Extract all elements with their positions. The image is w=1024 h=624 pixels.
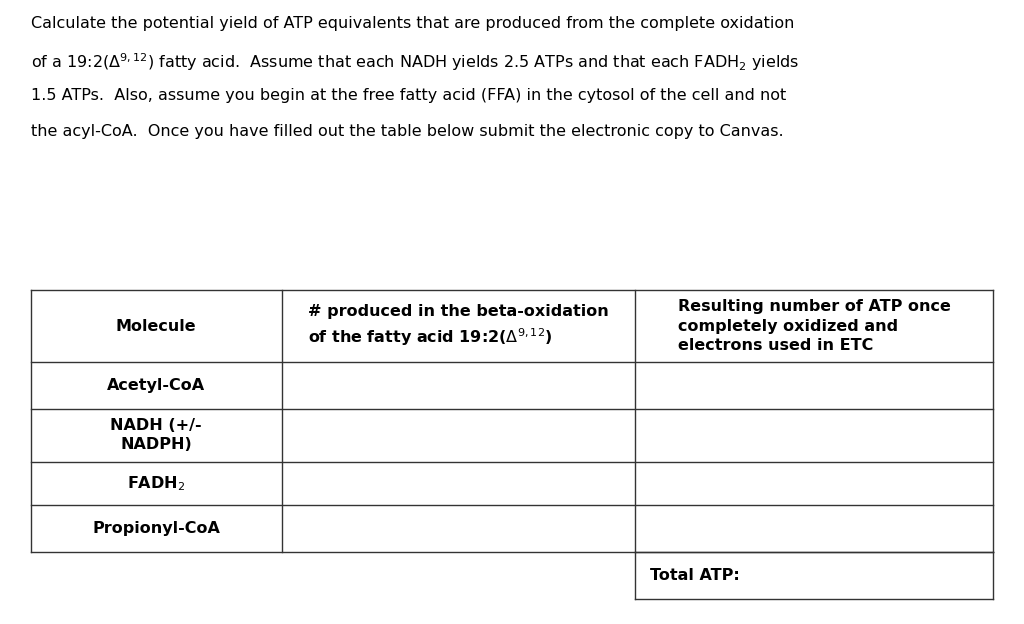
Text: Molecule: Molecule [116, 318, 197, 334]
Text: the acyl-CoA.  Once you have filled out the table below submit the electronic co: the acyl-CoA. Once you have filled out t… [31, 124, 783, 139]
Text: Calculate the potential yield of ATP equivalents that are produced from the comp: Calculate the potential yield of ATP equ… [31, 16, 794, 31]
Text: Propionyl-CoA: Propionyl-CoA [92, 521, 220, 537]
Text: NADH (+/-
NADPH): NADH (+/- NADPH) [111, 419, 202, 452]
Text: FADH$_2$: FADH$_2$ [127, 474, 185, 493]
Text: Total ATP:: Total ATP: [650, 568, 740, 583]
Text: of a 19:2($\Delta^{9,12}$) fatty acid.  Assume that each NADH yields 2.5 ATPs an: of a 19:2($\Delta^{9,12}$) fatty acid. A… [31, 52, 799, 74]
Text: # produced in the beta-oxidation
of the fatty acid 19:2($\Delta^{9,12}$): # produced in the beta-oxidation of the … [308, 305, 608, 348]
Text: Acetyl-CoA: Acetyl-CoA [108, 378, 205, 393]
Text: 1.5 ATPs.  Also, assume you begin at the free fatty acid (FFA) in the cytosol of: 1.5 ATPs. Also, assume you begin at the … [31, 88, 786, 103]
Text: Resulting number of ATP once
completely oxidized and
electrons used in ETC: Resulting number of ATP once completely … [678, 299, 950, 353]
